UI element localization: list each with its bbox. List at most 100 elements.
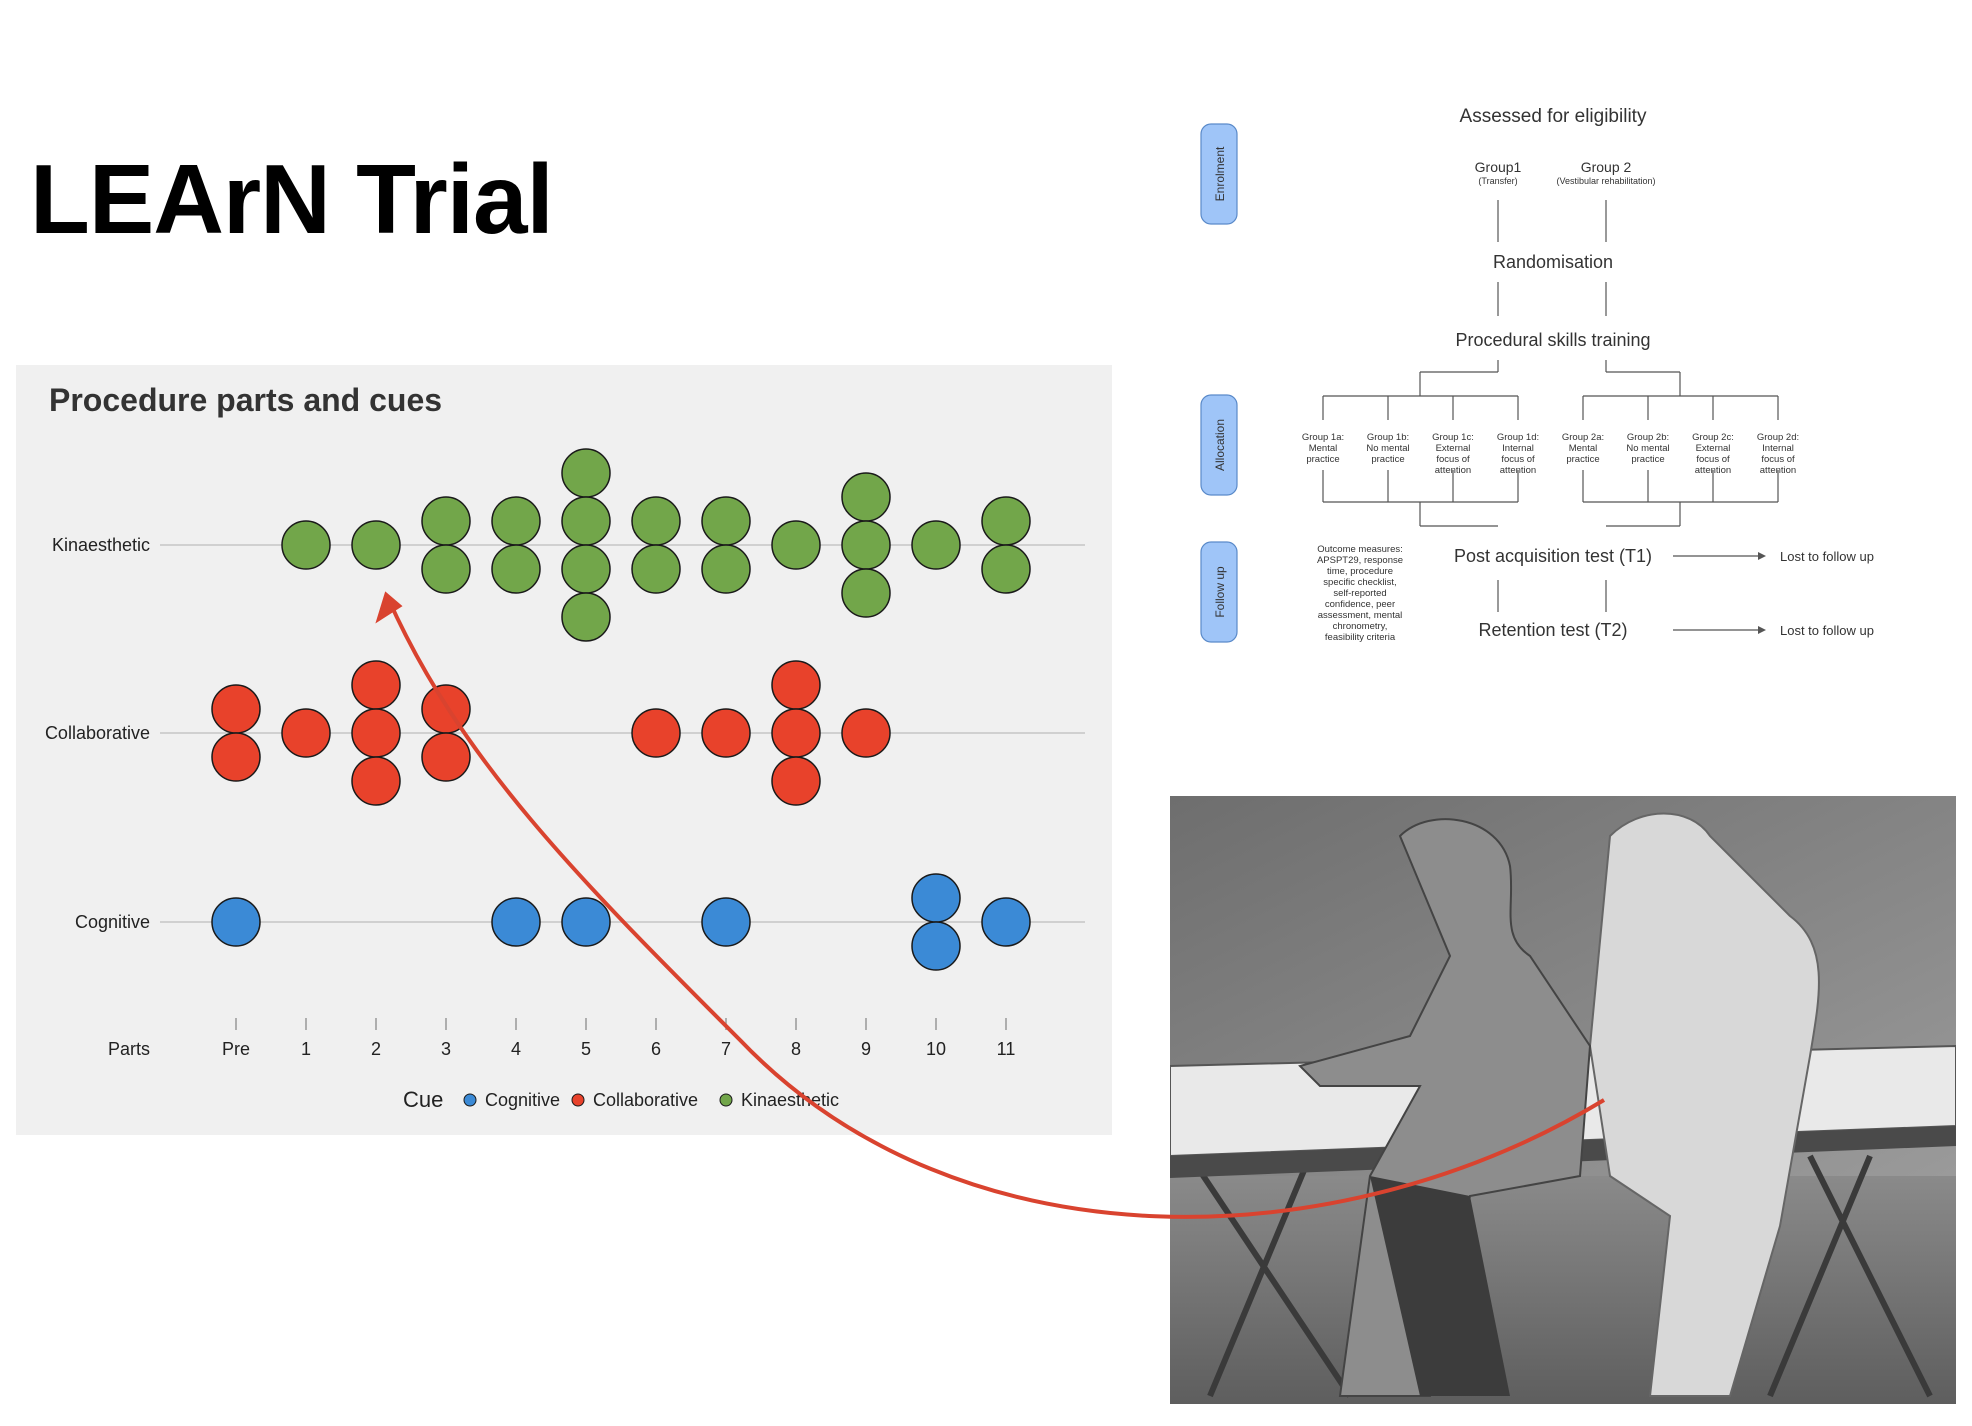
dot-kinaesthetic-11: [981, 544, 1031, 594]
x-tick-label: 4: [511, 1039, 521, 1059]
flow-subgroup-text: Mental: [1309, 443, 1338, 454]
svg-text:Enrolment: Enrolment: [1213, 146, 1227, 201]
dot-collaborative-3: [421, 732, 471, 782]
flow-subgroup-text: practice: [1566, 454, 1599, 465]
dot-cognitive-7: [701, 897, 751, 947]
flow-subgroup-text: Group 2d:: [1757, 432, 1799, 443]
dot-collaborative-Pre: [211, 684, 261, 734]
dot-kinaesthetic-7: [701, 544, 751, 594]
flow-subgroup-text: External: [1436, 443, 1471, 454]
dot-kinaesthetic-11: [981, 496, 1031, 546]
flow-post-test: Post acquisition test (T1): [1454, 546, 1652, 566]
dot-kinaesthetic-7: [701, 496, 751, 546]
row-label-collaborative: Collaborative: [45, 723, 150, 743]
legend-swatch-cognitive: [463, 1093, 477, 1107]
dot-collaborative-9: [841, 708, 891, 758]
flow-outcome-text: assessment, mental: [1318, 610, 1402, 621]
dot-chart: Kinaesthetic Collaborative Cognitive Parts P…: [45, 448, 1085, 1112]
chart-title: Procedure parts and cues: [49, 382, 443, 418]
dot-collaborative-3: [421, 684, 471, 734]
dot-kinaesthetic-5: [561, 448, 611, 498]
x-tick-label: 2: [371, 1039, 381, 1059]
dot-collaborative-8: [771, 708, 821, 758]
row-label-kinaesthetic: Kinaesthetic: [52, 535, 150, 555]
flow-subgroup-text: focus of: [1436, 454, 1470, 465]
dot-kinaesthetic-9: [841, 568, 891, 618]
legend-swatch-collaborative: [571, 1093, 585, 1107]
dot-kinaesthetic-5: [561, 544, 611, 594]
x-tick-label: Pre: [222, 1039, 250, 1059]
dot-collaborative-2: [351, 756, 401, 806]
flow-subgroup-text: Group 1b:: [1367, 432, 1409, 443]
flow-subgroup-text: focus of: [1761, 454, 1795, 465]
flow-subgroup-text: No mental: [1626, 443, 1669, 454]
photo-therapist: [1588, 812, 1820, 1397]
dot-collaborative-6: [631, 708, 681, 758]
x-tick-label: 7: [721, 1039, 731, 1059]
dot-collaborative-8: [771, 660, 821, 710]
svg-text:Allocation: Allocation: [1213, 419, 1227, 471]
dot-kinaesthetic-3: [421, 544, 471, 594]
x-tick-label: 1: [301, 1039, 311, 1059]
flow-arrowhead: [1758, 552, 1766, 560]
study-flowchart: Enrolment Allocation Follow up Assessed for…: [1200, 106, 1874, 643]
flow-outcome-text: specific checklist,: [1323, 577, 1396, 588]
x-tick-label: 9: [861, 1039, 871, 1059]
dot-kinaesthetic-3: [421, 496, 471, 546]
dot-kinaesthetic-6: [631, 496, 681, 546]
dot-cognitive-11: [981, 897, 1031, 947]
flow-subgroup-text: No mental: [1366, 443, 1409, 454]
flow-subgroup-text: External: [1696, 443, 1731, 454]
dot-kinaesthetic-4: [491, 496, 541, 546]
flow-outcome-text: Outcome measures:: [1317, 544, 1403, 555]
dot-cognitive-10: [911, 921, 961, 971]
flow-group2: Group 2: [1581, 159, 1632, 175]
flow-subgroup-text: practice: [1371, 454, 1404, 465]
dot-collaborative-8: [771, 756, 821, 806]
flow-subgroup-text: Group 1c:: [1432, 432, 1474, 443]
flow-group2-sub: (Vestibular rehabilitation): [1556, 176, 1655, 186]
flow-outcome-text: time, procedure: [1327, 566, 1393, 577]
flow-assessed: Assessed for eligibility: [1460, 106, 1647, 127]
flow-randomisation: Randomisation: [1493, 252, 1613, 272]
dot-kinaesthetic-6: [631, 544, 681, 594]
dot-kinaesthetic-9: [841, 472, 891, 522]
flow-retention-test: Retention test (T2): [1478, 620, 1627, 640]
row-label-cognitive: Cognitive: [75, 912, 150, 932]
flow-outcome-text: APSPT29, response: [1317, 555, 1403, 566]
flow-tab-follow-up: Follow up: [1200, 541, 1238, 643]
legend-swatch-kinaesthetic: [719, 1093, 733, 1107]
training-photo: [1170, 796, 1956, 1404]
flow-outcome-text: feasibility criteria: [1325, 632, 1396, 643]
flow-subgroup-text: Group 1a:: [1302, 432, 1344, 443]
dot-collaborative-2: [351, 708, 401, 758]
x-axis-label: Parts: [108, 1039, 150, 1059]
photo-patient-legs: [1370, 1176, 1510, 1396]
flow-subgroup-text: Group 2b:: [1627, 432, 1669, 443]
dot-kinaesthetic-5: [561, 592, 611, 642]
flow-group1-sub: (Transfer): [1478, 176, 1517, 186]
legend-label-collaborative: Collaborative: [593, 1090, 698, 1110]
legend-label-cognitive: Cognitive: [485, 1090, 560, 1110]
flow-tab-enrolment: Enrolment: [1200, 123, 1238, 225]
legend-label-kinaesthetic: Kinaesthetic: [741, 1090, 839, 1110]
dot-collaborative-1: [281, 708, 331, 758]
dot-cognitive-5: [561, 897, 611, 947]
legend-title: Cue: [403, 1087, 443, 1112]
flow-subgroup-text: Mental: [1569, 443, 1598, 454]
x-tick-label: 5: [581, 1039, 591, 1059]
dot-kinaesthetic-2: [351, 520, 401, 570]
slide-title: LEArN Trial: [30, 144, 554, 254]
dot-kinaesthetic-8: [771, 520, 821, 570]
x-tick-label: 3: [441, 1039, 451, 1059]
flow-outcome-text: confidence, peer: [1325, 599, 1395, 610]
flow-subgroup-text: Internal: [1502, 443, 1534, 454]
flow-lost-2: Lost to follow up: [1780, 623, 1874, 638]
x-tick-label: 10: [926, 1039, 946, 1059]
dot-collaborative-2: [351, 660, 401, 710]
flow-subgroup-text: focus of: [1696, 454, 1730, 465]
flow-subgroup-text: practice: [1631, 454, 1664, 465]
flow-subgroup-text: practice: [1306, 454, 1339, 465]
x-tick-label: 11: [997, 1039, 1016, 1059]
flow-tab-allocation: Allocation: [1200, 394, 1238, 496]
